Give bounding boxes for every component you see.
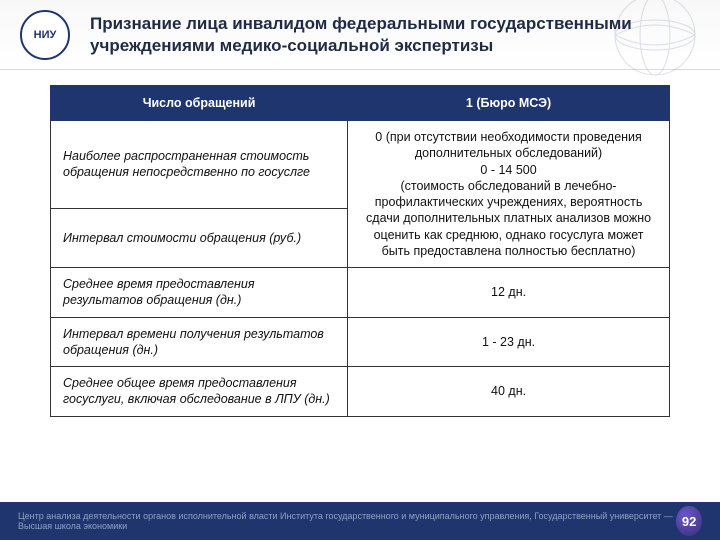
slide-number-badge: 92 xyxy=(676,506,702,536)
data-table-container: Число обращений 1 (Бюро МСЭ) Наиболее ра… xyxy=(50,85,670,417)
header-left: Число обращений xyxy=(51,86,348,121)
table-row: Наиболее распространенная стоимость обра… xyxy=(51,121,670,209)
row-value: 40 дн. xyxy=(348,367,670,417)
row-label: Интервал времени получения результатов о… xyxy=(51,317,348,367)
page-title: Признание лица инвалидом федеральными го… xyxy=(90,13,650,56)
row-value-text-a: 0 (при отсутствии необходимости проведен… xyxy=(375,130,642,160)
header-band: НИУ Признание лица инвалидом федеральным… xyxy=(0,0,720,70)
table-row: Среднее время предоставления результатов… xyxy=(51,268,670,318)
row-value: 12 дн. xyxy=(348,268,670,318)
footer-text: Центр анализа деятельности органов испол… xyxy=(18,511,676,531)
data-table: Число обращений 1 (Бюро МСЭ) Наиболее ра… xyxy=(50,85,670,417)
row-label: Среднее время предоставления результатов… xyxy=(51,268,348,318)
table-row: Интервал времени получения результатов о… xyxy=(51,317,670,367)
row-label: Интервал стоимости обращения (руб.) xyxy=(51,208,348,267)
row-value: 1 - 23 дн. xyxy=(348,317,670,367)
slide-number: 92 xyxy=(682,514,696,529)
table-row: Среднее общее время предоставления госус… xyxy=(51,367,670,417)
footer-band: Центр анализа деятельности органов испол… xyxy=(0,502,720,540)
row-label: Наиболее распространенная стоимость обра… xyxy=(51,121,348,209)
row-value-text-b: 0 - 14 500 (стоимость обследований в леч… xyxy=(366,163,651,258)
row-value: 0 (при отсутствии необходимости проведен… xyxy=(348,121,670,268)
header-right: 1 (Бюро МСЭ) xyxy=(348,86,670,121)
row-label: Среднее общее время предоставления госус… xyxy=(51,367,348,417)
logo-badge: НИУ xyxy=(20,10,70,60)
table-header-row: Число обращений 1 (Бюро МСЭ) xyxy=(51,86,670,121)
logo-text: НИУ xyxy=(34,29,57,41)
